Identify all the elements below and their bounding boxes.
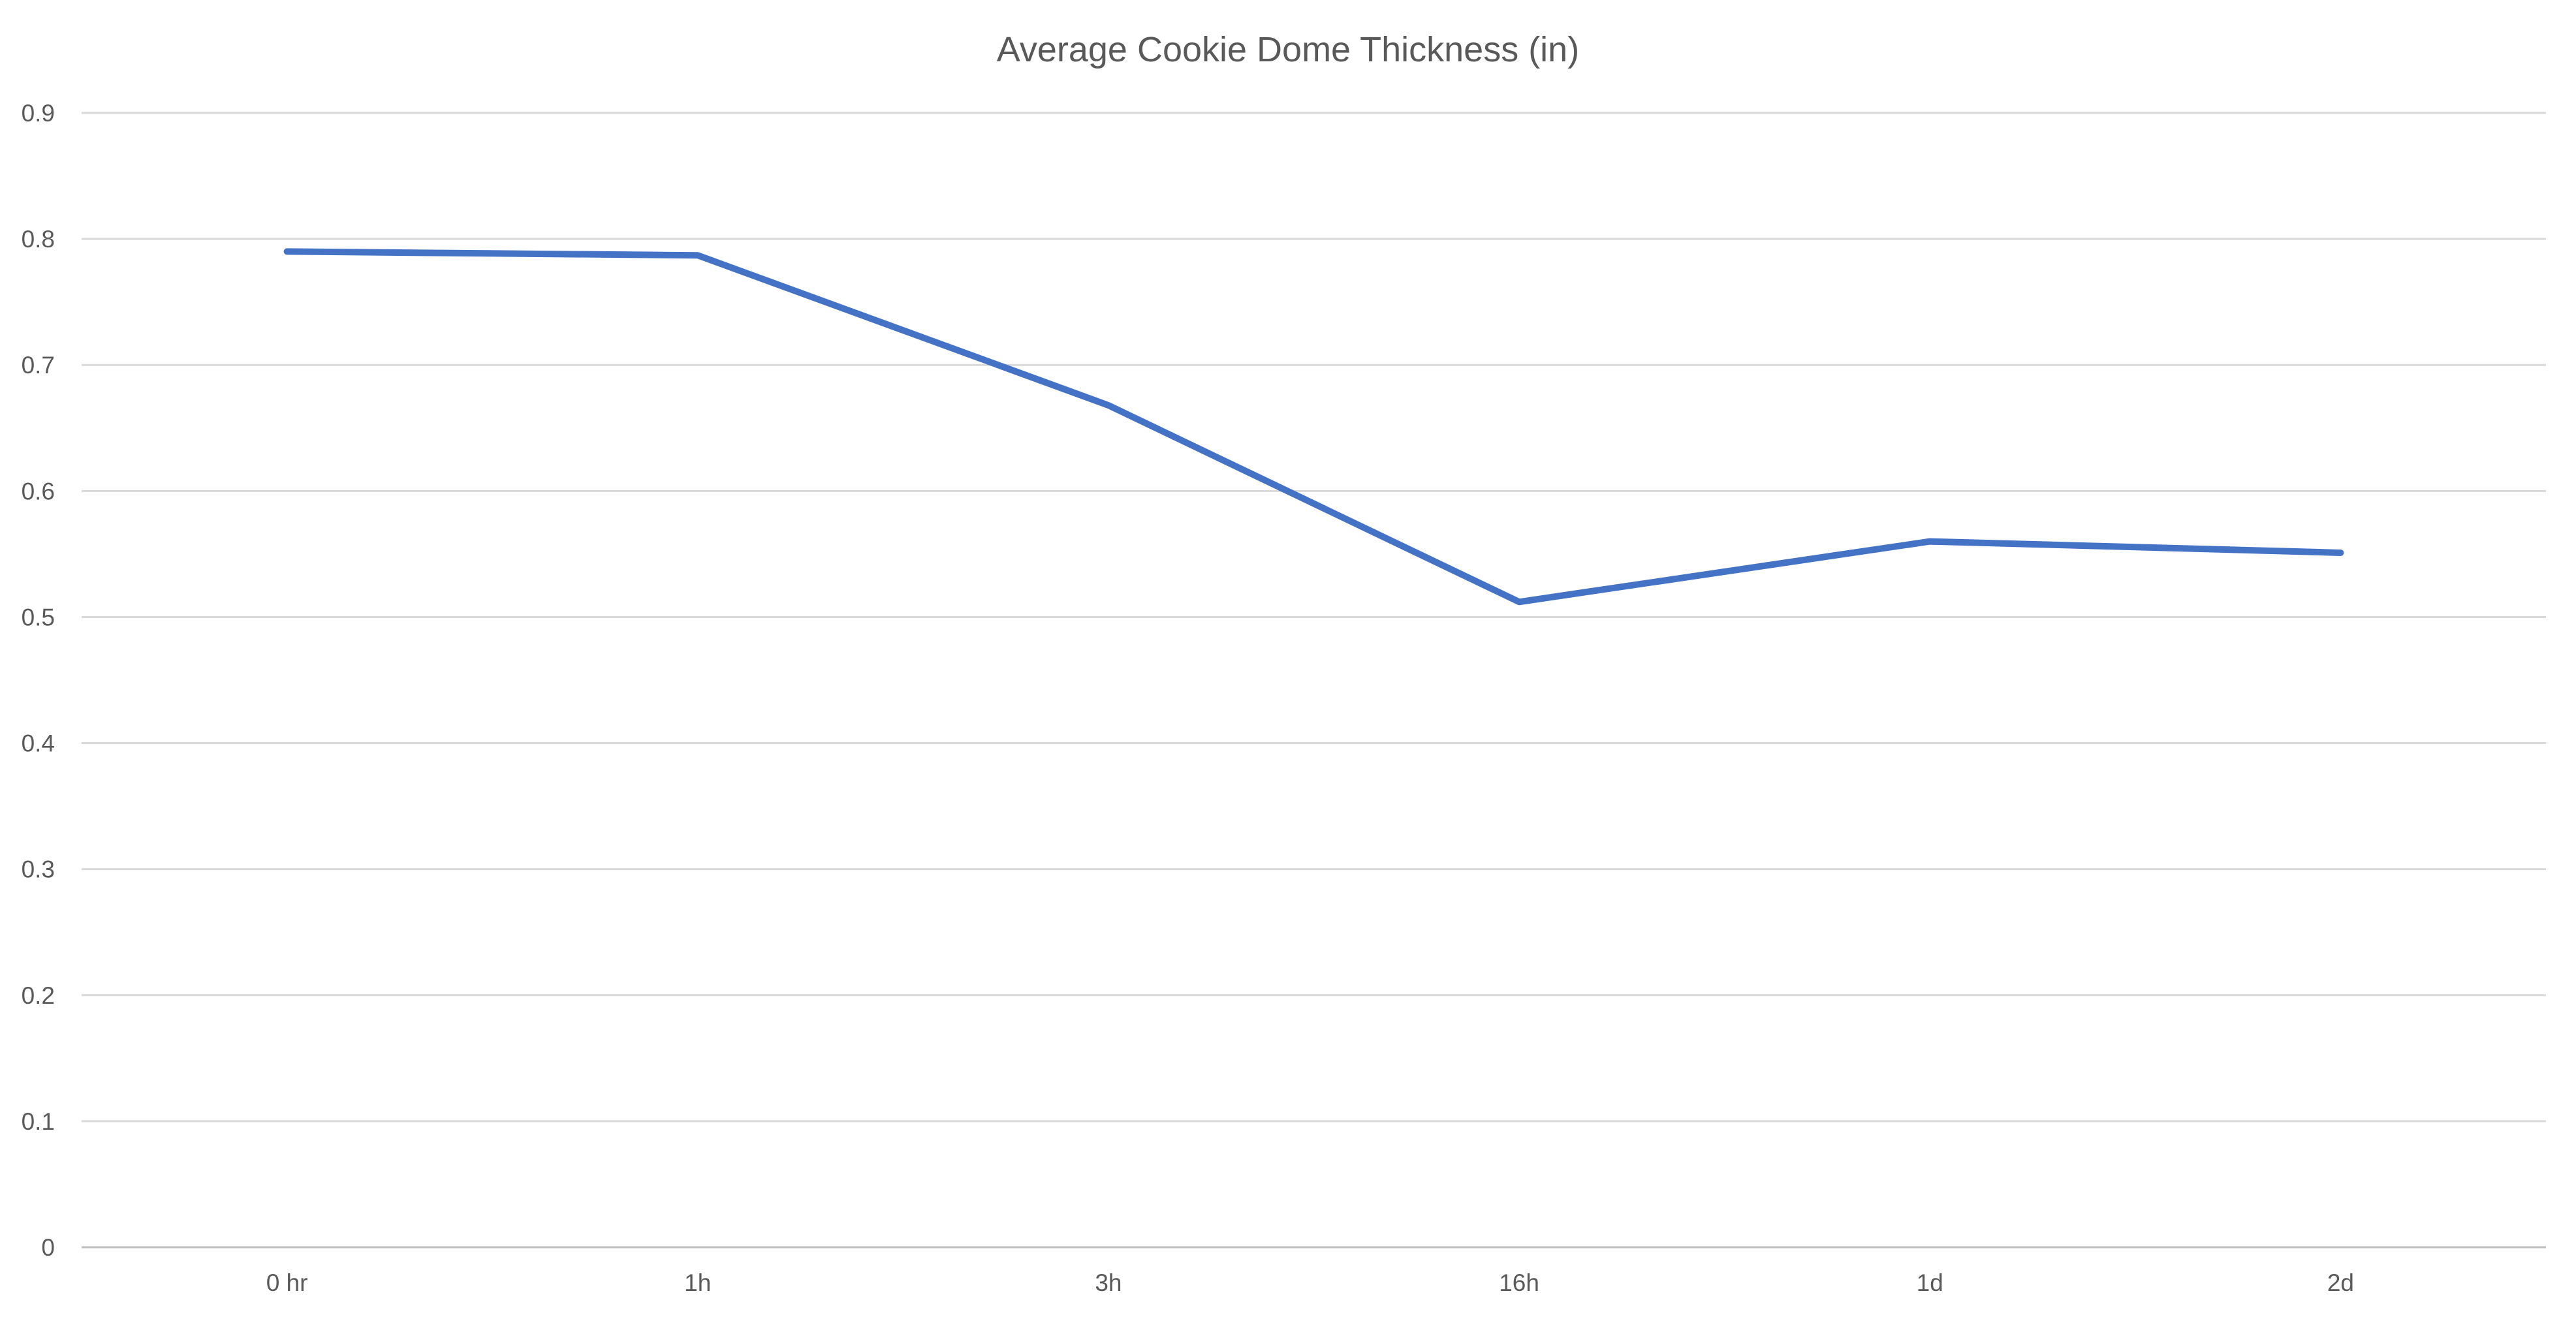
y-tick-label: 0.7 — [22, 352, 55, 379]
series-line — [283, 248, 2344, 606]
y-tick-label: 0.8 — [22, 226, 55, 253]
x-tick-label: 1d — [1917, 1269, 1943, 1296]
y-tick-label: 0.9 — [22, 100, 55, 127]
x-tick-label: 16h — [1499, 1269, 1539, 1296]
x-tick-label: 0 hr — [266, 1269, 308, 1296]
y-tick-label: 0.4 — [22, 730, 55, 757]
x-axis-tick-labels: 0 hr 1h 3h 16h 1d 2d — [266, 1269, 2354, 1296]
y-tick-label: 0.6 — [22, 478, 55, 504]
y-tick-label: 0.2 — [22, 982, 55, 1009]
y-tick-label: 0.3 — [22, 856, 55, 883]
gridlines — [82, 112, 2546, 1249]
series-lines — [283, 248, 2344, 606]
chart-title: Average Cookie Dome Thickness (in) — [997, 30, 1579, 69]
y-tick-label: 0.5 — [22, 604, 55, 630]
x-tick-label: 1h — [684, 1269, 711, 1296]
x-tick-label: 3h — [1095, 1269, 1122, 1296]
y-axis-tick-labels: 0 0.1 0.2 0.3 0.4 0.5 0.6 0.7 0.8 0.9 — [22, 100, 55, 1261]
x-tick-label: 2d — [2327, 1269, 2354, 1296]
y-tick-label: 0 — [41, 1234, 55, 1261]
y-tick-label: 0.1 — [22, 1108, 55, 1135]
